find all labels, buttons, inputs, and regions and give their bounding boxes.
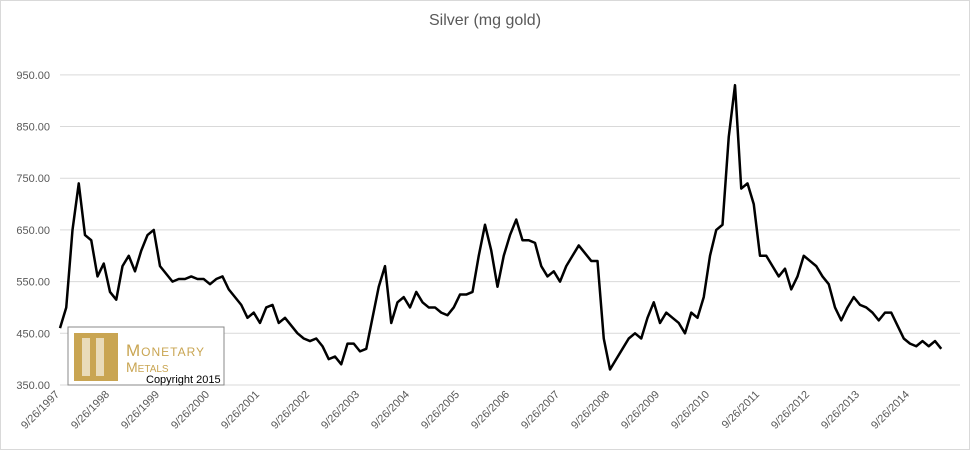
y-tick-label: 550.00	[16, 277, 50, 289]
logo-name: Monetary	[126, 341, 205, 360]
logo-bar	[96, 338, 104, 376]
y-tick-label: 750.00	[16, 173, 50, 185]
y-tick-label: 350.00	[16, 380, 50, 392]
chart-title: Silver (mg gold)	[429, 12, 541, 29]
logo-name: Metals	[126, 359, 169, 375]
logo: Monetary Metals Copyright 2015	[67, 326, 225, 386]
logo-bar	[82, 338, 90, 376]
y-tick-label: 850.00	[16, 122, 50, 134]
y-tick-label: 450.00	[16, 328, 50, 340]
y-tick-label: 950.00	[16, 70, 50, 82]
logo-copyright: Copyright 2015	[146, 374, 221, 386]
y-tick-label: 650.00	[16, 225, 50, 237]
line	[58, 83, 943, 371]
